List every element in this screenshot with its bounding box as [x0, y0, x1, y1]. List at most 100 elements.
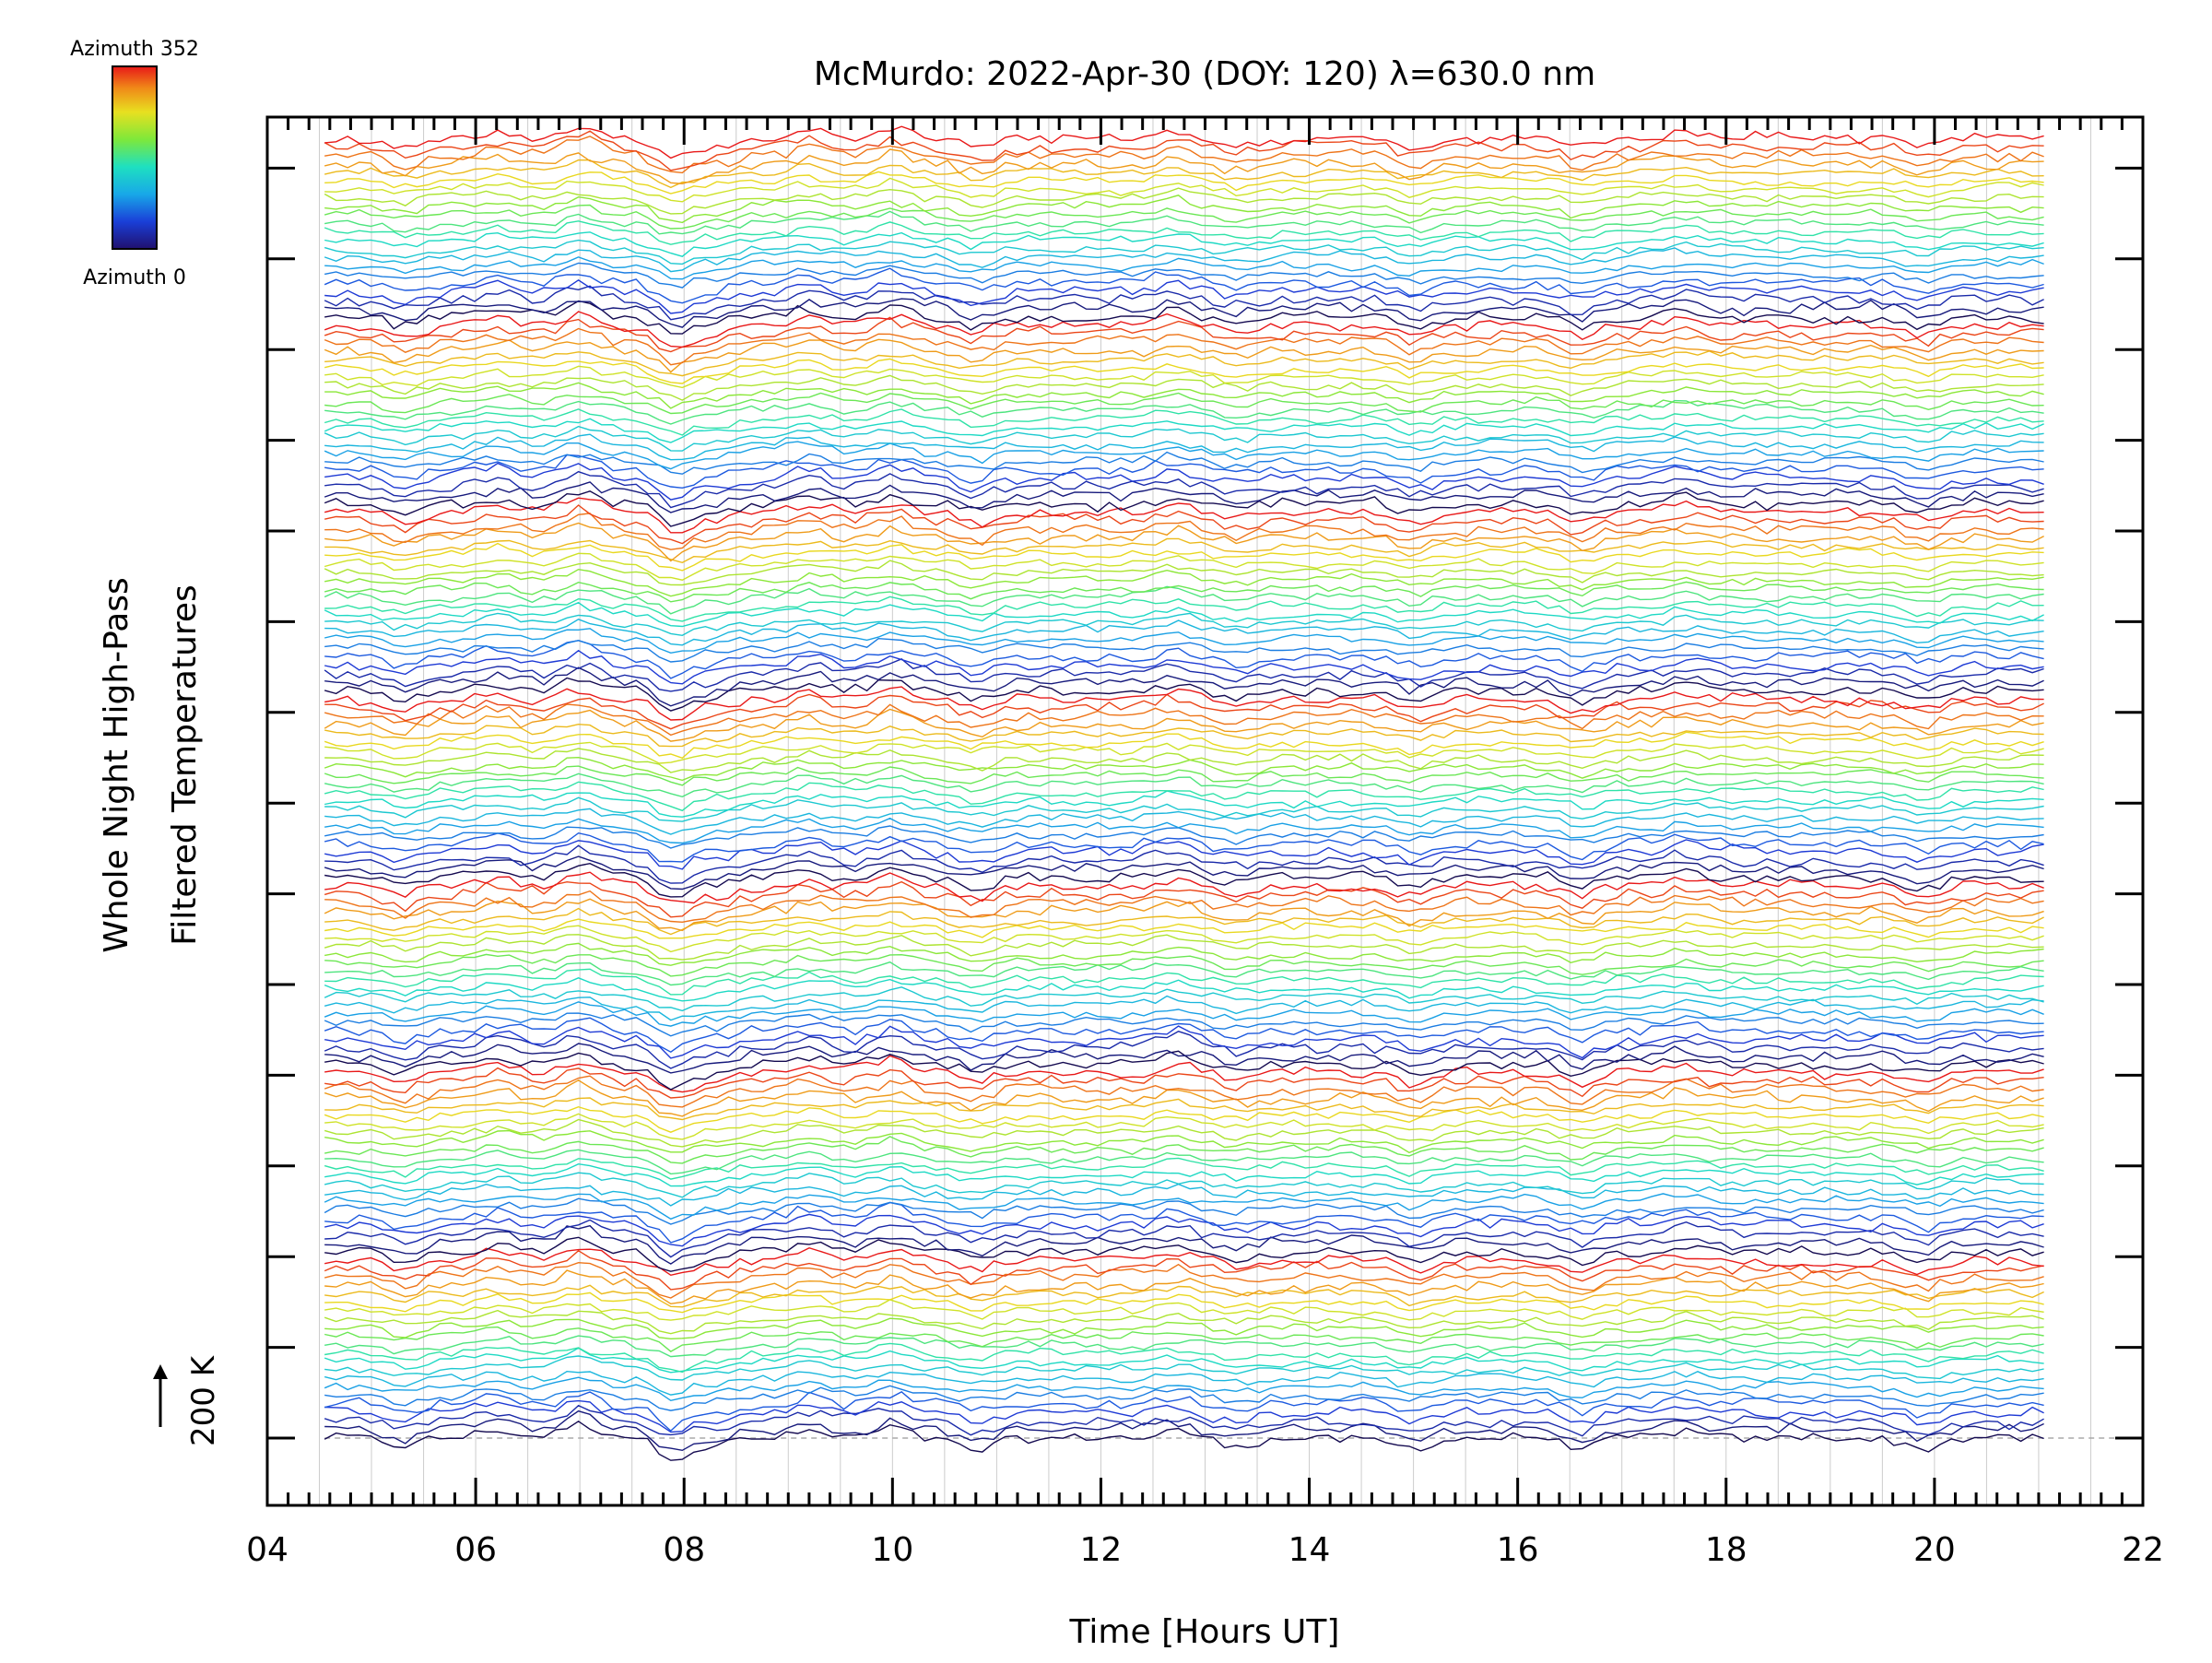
series-line	[324, 640, 2044, 679]
series-line	[324, 350, 2044, 377]
scale-bar-label: 200 K	[185, 1354, 222, 1446]
tick-layer: 04 06 08 10 12 14 16 18 20 22	[246, 117, 2164, 1569]
series-line	[324, 781, 2044, 812]
series-line	[324, 125, 2044, 159]
series-line	[324, 425, 2044, 452]
series-line	[324, 934, 2044, 961]
series-line	[324, 537, 2044, 564]
series-line	[324, 1299, 2044, 1321]
series-line	[324, 1420, 2044, 1461]
series-line	[324, 1172, 2044, 1198]
series-line	[324, 961, 2044, 986]
series-line	[324, 1335, 2044, 1358]
x-tick-label: 10	[871, 1531, 913, 1569]
series-line	[324, 601, 2044, 628]
series-line	[324, 1404, 2044, 1437]
series-line	[324, 148, 2044, 185]
x-tick-label: 18	[1705, 1531, 1747, 1569]
series-line	[324, 808, 2044, 835]
scale-bar: 200 K	[153, 1354, 222, 1446]
series-line	[324, 1342, 2044, 1374]
series-line	[324, 686, 2044, 721]
series-line	[324, 365, 2044, 389]
series-line	[324, 1201, 2044, 1244]
series-line	[324, 311, 2044, 348]
series-line	[324, 1197, 2044, 1225]
series-line	[324, 1219, 2044, 1258]
series-line	[324, 862, 2044, 898]
series-line	[324, 522, 2044, 562]
series-line	[324, 731, 2044, 760]
series-line	[324, 220, 2044, 245]
series-line	[324, 441, 2044, 470]
series-line	[324, 552, 2044, 581]
series-line	[324, 995, 2044, 1021]
series-line	[324, 210, 2044, 235]
series-line	[324, 871, 2044, 904]
series-line	[324, 130, 2044, 171]
x-tick-label: 22	[2122, 1531, 2164, 1569]
series-line	[324, 907, 2044, 936]
series-line	[324, 977, 2044, 1002]
series-line	[324, 666, 2044, 707]
series-line	[324, 298, 2044, 328]
series-line	[324, 1309, 2044, 1335]
series-line	[324, 239, 2044, 265]
series-line	[324, 790, 2044, 818]
series-line	[324, 1261, 2044, 1299]
series-line	[324, 677, 2044, 712]
series-line	[324, 1376, 2044, 1402]
series-line	[324, 392, 2044, 415]
series-line	[324, 418, 2044, 443]
x-tick-label: 14	[1288, 1531, 1331, 1569]
series-line	[324, 649, 2044, 685]
series-line	[324, 481, 2044, 513]
series-line	[324, 596, 2044, 622]
series-line	[324, 585, 2044, 615]
series-line	[324, 159, 2044, 189]
series-line	[324, 1347, 2044, 1374]
series-line	[324, 581, 2044, 603]
series-line	[324, 1399, 2044, 1433]
series-line	[324, 773, 2044, 798]
series-line	[324, 504, 2044, 545]
series-line	[324, 542, 2044, 572]
series-line	[324, 703, 2044, 737]
series-line	[324, 817, 2044, 844]
series-line	[324, 825, 2044, 849]
series-line	[324, 513, 2044, 550]
series-line	[324, 723, 2044, 748]
series-line	[324, 1236, 2044, 1272]
series-line	[324, 832, 2044, 863]
series-line	[324, 693, 2044, 730]
x-tick-label: 16	[1497, 1531, 1539, 1569]
series-line	[324, 1149, 2044, 1175]
series-line	[324, 433, 2044, 461]
x-tick-label: 08	[663, 1531, 705, 1569]
series-line	[324, 171, 2044, 195]
chart-title: McMurdo: 2022-Apr-30 (DOY: 120) λ=630.0 …	[814, 55, 1595, 93]
y-axis-label-line1: Whole Night High-Pass	[98, 577, 135, 953]
series-line	[324, 1001, 2044, 1027]
series-line	[324, 855, 2044, 890]
series-line	[324, 918, 2044, 939]
series-line	[324, 880, 2044, 918]
series-line	[324, 612, 2044, 637]
series-line	[324, 628, 2044, 655]
series-line	[324, 1284, 2044, 1308]
x-tick-label: 06	[454, 1531, 497, 1569]
series-line	[324, 231, 2044, 257]
series-line	[324, 300, 2044, 335]
y-axis-label-line2: Filtered Temperatures	[166, 584, 204, 946]
series-line	[324, 708, 2044, 742]
series-line	[324, 497, 2044, 534]
x-tick-label: 04	[246, 1531, 288, 1569]
series-line	[324, 1055, 2044, 1093]
series-line	[324, 490, 2044, 527]
series-line	[324, 1224, 2044, 1265]
series-line	[324, 765, 2044, 786]
x-axis-label: Time [Hours UT]	[1069, 1613, 1340, 1651]
series-line	[324, 1213, 2044, 1247]
series-line	[324, 1136, 2044, 1164]
